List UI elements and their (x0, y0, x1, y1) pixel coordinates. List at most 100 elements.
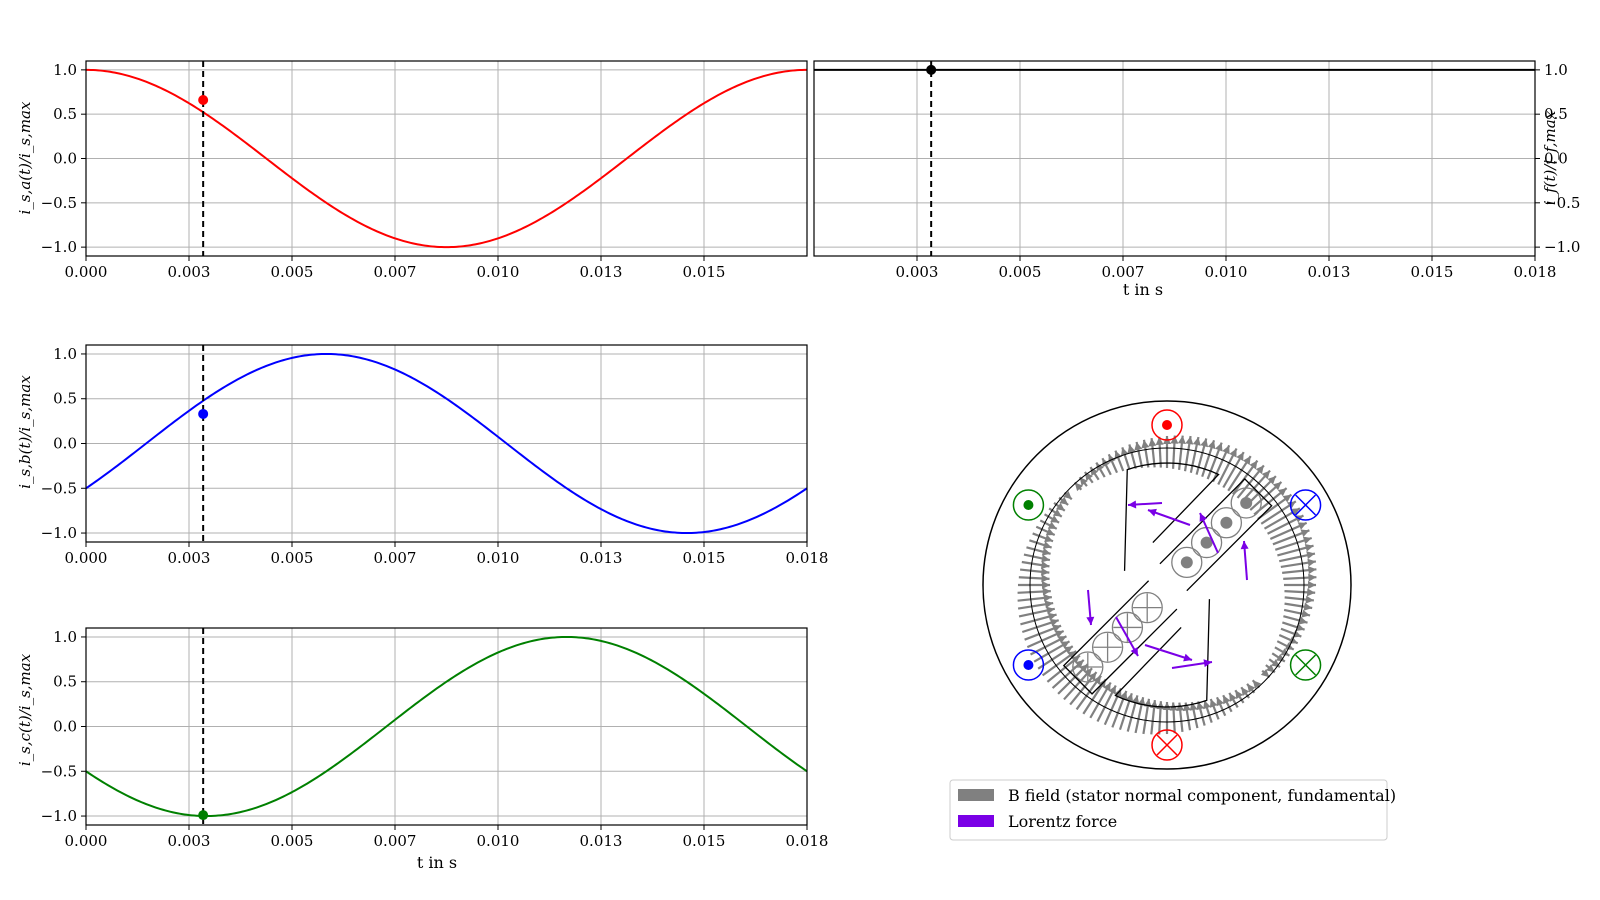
b-field-arrow-head (1108, 685, 1116, 695)
lorentz-force-arrowhead (1203, 659, 1212, 668)
b-field-arrow-head (1040, 561, 1050, 570)
b-field-arrow-head (1304, 543, 1314, 552)
axes-frame (813, 60, 1536, 257)
current-in-cross-icon (1295, 654, 1317, 676)
current-out-dot-icon (1023, 660, 1034, 670)
field-conductor-ring (1230, 487, 1262, 519)
b-field-arrow-head (1282, 494, 1292, 503)
b-field-arrow-head (1047, 521, 1057, 529)
x-tick-label: 0.005 (271, 549, 314, 567)
series-line-isa (85, 68, 808, 249)
y-tick-label: 0.0 (53, 718, 77, 736)
b-field-arrow-head (1063, 646, 1073, 654)
b-field-arrow-head (1247, 683, 1256, 693)
b-field-arrow-head (1103, 682, 1111, 692)
b-field-arrow-head (1290, 508, 1300, 516)
legend: B field (stator normal component, fundam… (949, 779, 1396, 841)
b-field-arrow-head (1308, 581, 1317, 589)
b-field-arrow-head (1249, 460, 1258, 470)
b-field-arrow-head (1267, 476, 1276, 485)
chart-phase-c: i_s,c(t)/i_s,max t in s 0.000 0.003 0.005 0… (16, 627, 828, 872)
b-field-arrow-head (1177, 435, 1186, 444)
b-field-arrow-head (1047, 612, 1057, 621)
b-field-arrow-head (1108, 454, 1116, 464)
b-field-arrow-head (1301, 609, 1311, 618)
b-field-arrow-head (1042, 587, 1051, 596)
b-field-arrow-head (1252, 680, 1262, 689)
stator-conductor-a (1151, 409, 1183, 441)
b-field-arrow-head (1041, 547, 1051, 556)
b-field-arrow-head (1096, 462, 1104, 472)
x-tick-label: 0.007 (1102, 263, 1145, 281)
y-tick-label: −1.0 (1544, 238, 1580, 256)
field-conductor-cross (1106, 633, 1109, 662)
b-field-arrow-head (1272, 481, 1282, 491)
b-field-arrow-head (1261, 470, 1271, 480)
y-tick-label: −0.5 (1544, 194, 1580, 212)
x-tick-label: 0.013 (580, 263, 623, 281)
b-field-arrow-head (1156, 701, 1165, 710)
x-tick-label: 0.010 (477, 549, 520, 567)
x-tick-label: 0.000 (65, 549, 108, 567)
b-field-arrow-head (1242, 456, 1251, 466)
x-tick-label: 0.007 (374, 263, 417, 281)
field-conductor-cross (1087, 652, 1089, 682)
stator-conductor-c (1012, 489, 1045, 521)
y-tick-label: −1.0 (41, 238, 77, 256)
field-conductor-cross (1146, 593, 1148, 622)
cursor-point (198, 408, 209, 419)
b-field-arrow-head (1042, 541, 1052, 549)
y-axis-label-phase-b: i_s,b(t)/i_s,max (16, 375, 34, 489)
b-field-arrow-head (1229, 692, 1237, 702)
b-field-arrow-head (1049, 618, 1059, 627)
x-tick-label: 0.007 (374, 832, 417, 850)
lorentz-force-arrowhead (1199, 513, 1207, 522)
series-line-isb (85, 352, 808, 535)
lorentz-force-arrowhead (1128, 500, 1137, 509)
current-out-dot-icon (1162, 420, 1172, 430)
current-out-dot-icon (1023, 500, 1034, 510)
x-tick-label: 0.010 (477, 263, 520, 281)
lorentz-force-arrowhead (1183, 653, 1192, 662)
b-field-arrow-head (1192, 437, 1201, 446)
b-field-arrow-head (1300, 529, 1310, 537)
b-field-arrow-head (1127, 444, 1136, 454)
field-conductor-dot (1240, 496, 1253, 509)
b-field-arrow-head (1298, 616, 1308, 625)
x-tick-label: 0.000 (65, 263, 108, 281)
axes-frame (85, 60, 808, 257)
b-field-arrow-head (1236, 452, 1244, 462)
y-tick-label: 0.0 (53, 150, 77, 168)
b-field-arrow-head (1255, 465, 1264, 475)
b-field-arrow-head (1215, 442, 1223, 452)
lorentz-force-arrow (1144, 644, 1193, 661)
b-field-arrow-head (1079, 664, 1088, 673)
field-conductor-ring (1131, 591, 1163, 624)
rotor-pole-lower (1114, 599, 1211, 708)
stator-conductor-b (1289, 489, 1322, 521)
x-tick-label: 0.015 (683, 549, 726, 567)
b-field-arrow-head (1182, 702, 1191, 712)
b-field-arrow-head (1302, 536, 1312, 545)
b-field-arrow-head (1307, 558, 1316, 567)
b-field-arrow-head (1046, 606, 1055, 615)
b-field-arrow-head (1155, 436, 1164, 446)
y-tick-label: 0.5 (53, 673, 77, 691)
current-in-cross-icon (1295, 494, 1317, 516)
b-field-arrow-head (1134, 441, 1143, 451)
b-field-arrow-head (1229, 448, 1237, 458)
b-field-arrow-head (1074, 482, 1084, 492)
x-tick-label: 0.005 (999, 263, 1042, 281)
lorentz-force-arrowhead (1148, 508, 1157, 517)
x-tick-label: 0.010 (477, 832, 520, 850)
b-field-arrow-head (1052, 624, 1062, 633)
legend-label-b-field: B field (stator normal component, fundam… (1008, 786, 1396, 805)
b-field-arrow-head (1043, 593, 1052, 602)
b-field-arrow-head (1306, 551, 1315, 560)
y-tick-label: 0.5 (1544, 105, 1568, 123)
b-field-arrow-head (1054, 630, 1064, 638)
b-field-arrow-head (1288, 636, 1298, 644)
b-field-arrow-head (1203, 700, 1211, 710)
x-tick-label: 0.003 (168, 832, 211, 850)
